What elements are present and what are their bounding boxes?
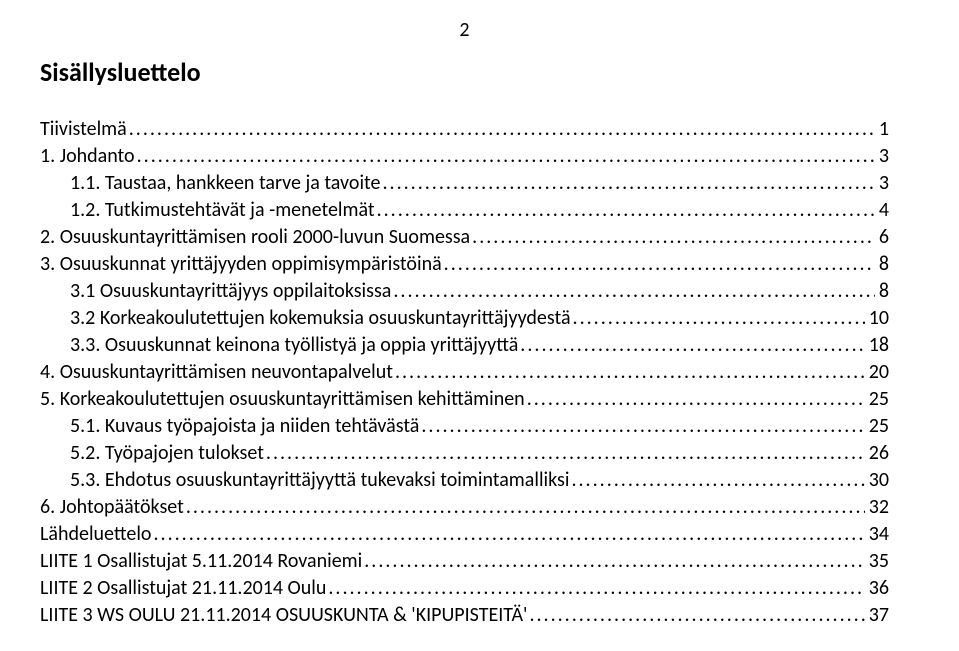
toc-title: Sisällysluettelo bbox=[40, 56, 889, 88]
toc-entry: 5. Korkeakoulutettujen osuuskuntayrittäm… bbox=[40, 386, 889, 413]
toc-entry: 4. Osuuskuntayrittämisen neuvontapalvelu… bbox=[40, 359, 889, 386]
toc-entry-page: 8 bbox=[877, 251, 889, 278]
toc-entry: LIITE 1 Osallistujat 5.11.2014 Rovaniemi… bbox=[40, 548, 889, 575]
toc-leader bbox=[393, 278, 874, 305]
toc-entry-page: 8 bbox=[877, 278, 889, 305]
toc-leader bbox=[520, 332, 864, 359]
toc-leader bbox=[527, 386, 865, 413]
toc-entry-label: 3.2 Korkeakoulutettujen kokemuksia osuus… bbox=[70, 305, 571, 332]
toc-entry: 3.2 Korkeakoulutettujen kokemuksia osuus… bbox=[40, 305, 889, 332]
toc-entry: 5.2. Työpajojen tulokset 26 bbox=[40, 440, 889, 467]
toc-entry-label: 6. Johtopäätökset bbox=[40, 494, 184, 521]
toc-entry-label: Tiivistelmä bbox=[40, 116, 127, 143]
toc-leader bbox=[571, 467, 864, 494]
toc-entry-page: 34 bbox=[867, 521, 889, 548]
toc-entry: 5.1. Kuvaus työpajoista ja niiden tehtäv… bbox=[40, 413, 889, 440]
toc-entry: LIITE 3 WS OULU 21.11.2014 OSUUSKUNTA & … bbox=[40, 602, 889, 629]
toc-entry: 3.1 Osuuskuntayrittäjyys oppilaitoksissa… bbox=[40, 278, 889, 305]
toc-entry-label: Lähdeluettelo bbox=[40, 521, 151, 548]
toc-entry-label: 5. Korkeakoulutettujen osuuskuntayrittäm… bbox=[40, 386, 525, 413]
toc-leader bbox=[364, 548, 865, 575]
toc-entry-label: 4. Osuuskuntayrittämisen neuvontapalvelu… bbox=[40, 359, 393, 386]
toc-entry-label: 5.3. Ehdotus osuuskuntayrittäjyyttä tuke… bbox=[70, 467, 569, 494]
toc-entry: LIITE 2 Osallistujat 21.11.2014 Oulu 36 bbox=[40, 575, 889, 602]
toc-entry-label: 1.1. Taustaa, hankkeen tarve ja tavoite bbox=[70, 170, 380, 197]
toc-entry-label: 3.1 Osuuskuntayrittäjyys oppilaitoksissa bbox=[70, 278, 391, 305]
toc-entry: 1.1. Taustaa, hankkeen tarve ja tavoite 3 bbox=[40, 170, 889, 197]
toc-entry: 6. Johtopäätökset 32 bbox=[40, 494, 889, 521]
toc-entry-label: LIITE 2 Osallistujat 21.11.2014 Oulu bbox=[40, 575, 326, 602]
toc-entry-label: 1.2. Tutkimustehtävät ja -menetelmät bbox=[70, 197, 375, 224]
page-number: 2 bbox=[40, 18, 889, 42]
toc-entry-page: 10 bbox=[867, 305, 889, 332]
toc-leader bbox=[129, 116, 875, 143]
toc-entry-label: 2. Osuuskuntayrittämisen rooli 2000-luvu… bbox=[40, 224, 470, 251]
toc-leader bbox=[266, 440, 865, 467]
toc-entry: 1.2. Tutkimustehtävät ja -menetelmät 4 bbox=[40, 197, 889, 224]
toc-entry-page: 37 bbox=[867, 602, 889, 629]
toc-leader bbox=[395, 359, 865, 386]
toc-leader bbox=[186, 494, 865, 521]
toc-body: Tiivistelmä11. Johdanto31.1. Taustaa, ha… bbox=[40, 116, 889, 629]
toc-entry-page: 3 bbox=[877, 143, 889, 170]
toc-leader bbox=[472, 224, 875, 251]
toc-leader bbox=[573, 305, 865, 332]
toc-leader bbox=[153, 521, 864, 548]
toc-entry: 5.3. Ehdotus osuuskuntayrittäjyyttä tuke… bbox=[40, 467, 889, 494]
toc-entry-label: 3. Osuuskunnat yrittäjyyden oppimisympär… bbox=[40, 251, 442, 278]
toc-entry-label: 5.1. Kuvaus työpajoista ja niiden tehtäv… bbox=[70, 413, 419, 440]
toc-leader bbox=[529, 602, 864, 629]
toc-entry-label: 1. Johdanto bbox=[40, 143, 135, 170]
toc-entry-page: 4 bbox=[877, 197, 889, 224]
toc-entry-page: 18 bbox=[867, 332, 889, 359]
toc-entry-label: 5.2. Työpajojen tulokset bbox=[70, 440, 264, 467]
toc-entry-page: 6 bbox=[877, 224, 889, 251]
toc-entry: 3.3. Osuuskunnat keinona työllistyä ja o… bbox=[40, 332, 889, 359]
toc-entry: 1. Johdanto 3 bbox=[40, 143, 889, 170]
toc-leader bbox=[382, 170, 874, 197]
toc-leader bbox=[377, 197, 875, 224]
toc-entry-label: LIITE 3 WS OULU 21.11.2014 OSUUSKUNTA & … bbox=[40, 602, 527, 629]
toc-leader bbox=[444, 251, 875, 278]
document-page: 2 Sisällysluettelo Tiivistelmä11. Johdan… bbox=[0, 0, 959, 629]
toc-entry-page: 32 bbox=[867, 494, 889, 521]
toc-entry-page: 30 bbox=[867, 467, 889, 494]
toc-entry-page: 25 bbox=[867, 386, 889, 413]
toc-entry: Lähdeluettelo 34 bbox=[40, 521, 889, 548]
toc-entry: Tiivistelmä 1 bbox=[40, 116, 889, 143]
toc-entry: 3. Osuuskunnat yrittäjyyden oppimisympär… bbox=[40, 251, 889, 278]
toc-entry-page: 36 bbox=[867, 575, 889, 602]
toc-leader bbox=[137, 143, 875, 170]
toc-entry-label: 3.3. Osuuskunnat keinona työllistyä ja o… bbox=[70, 332, 518, 359]
toc-leader bbox=[328, 575, 864, 602]
toc-entry-page: 3 bbox=[877, 170, 889, 197]
toc-entry-page: 25 bbox=[867, 413, 889, 440]
toc-entry-page: 20 bbox=[867, 359, 889, 386]
toc-entry-page: 1 bbox=[877, 116, 889, 143]
toc-entry-page: 26 bbox=[867, 440, 889, 467]
toc-leader bbox=[421, 413, 864, 440]
toc-entry-label: LIITE 1 Osallistujat 5.11.2014 Rovaniemi bbox=[40, 548, 362, 575]
toc-entry: 2. Osuuskuntayrittämisen rooli 2000-luvu… bbox=[40, 224, 889, 251]
toc-entry-page: 35 bbox=[867, 548, 889, 575]
